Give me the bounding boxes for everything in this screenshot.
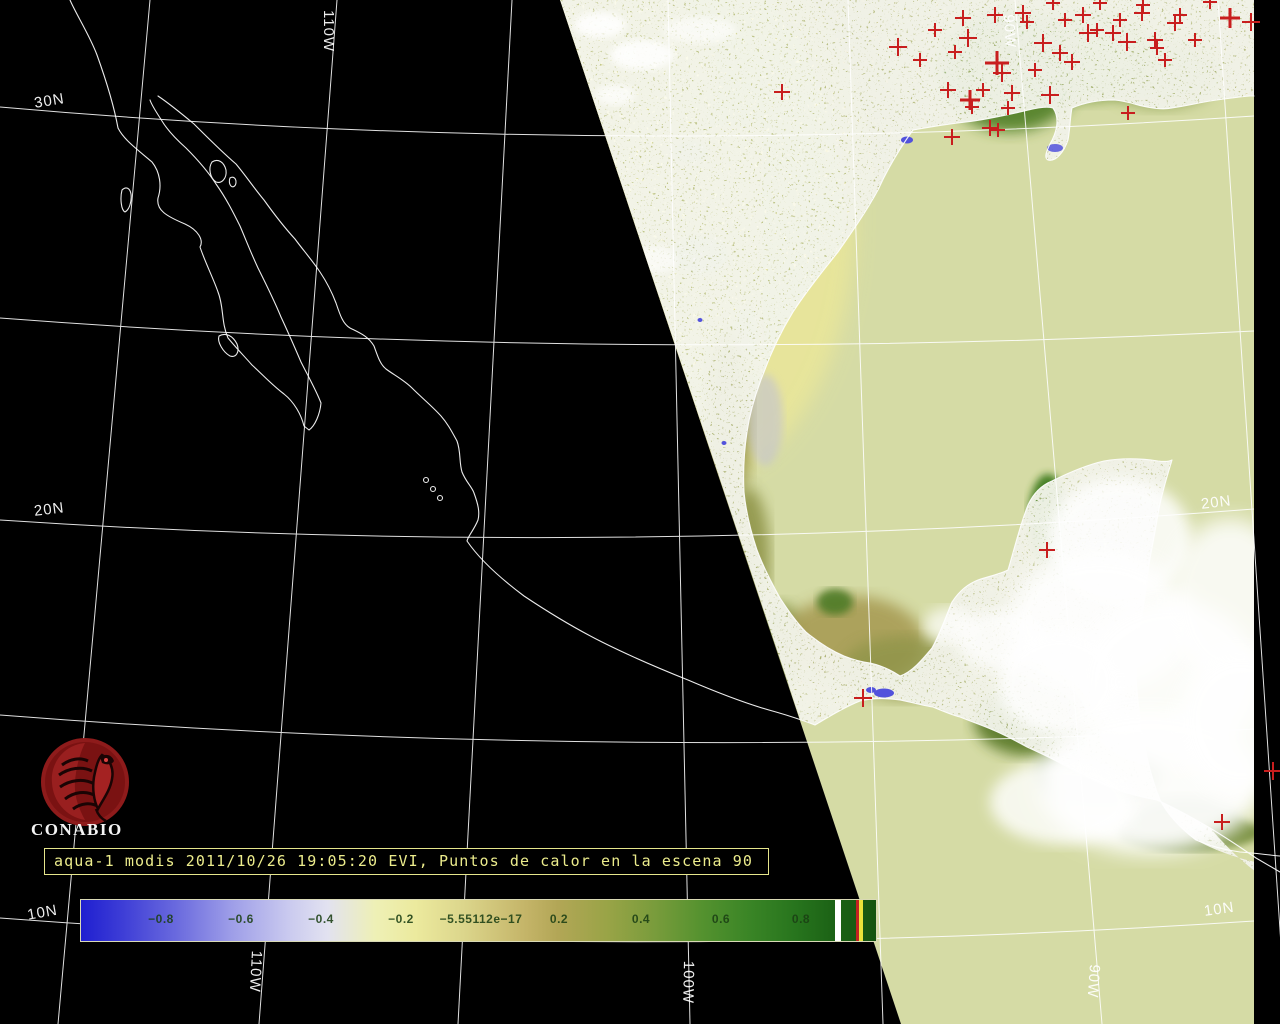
cloud-layer (574, 12, 1254, 854)
fire-point (1118, 33, 1136, 51)
fire-point (1052, 45, 1068, 61)
fire-point (1105, 25, 1121, 41)
coast-us-gulf (912, 95, 1255, 161)
fire-point (1136, 0, 1150, 12)
fire-point (944, 129, 960, 145)
meridian-90W (1014, 0, 1103, 1024)
fire-point (1242, 13, 1260, 31)
fire-point (1113, 13, 1127, 27)
fire-point (1020, 15, 1034, 29)
fire-point (889, 38, 907, 56)
island-tiburon (209, 159, 227, 183)
coastline-layer (69, 0, 1280, 873)
fire-point (1015, 5, 1031, 21)
fire-point (1173, 8, 1187, 22)
fire-point (965, 100, 979, 114)
lagoon-layer (697, 136, 1063, 698)
fire-point (1001, 101, 1015, 115)
caption-bar: aqua-1 modis 2011/10/26 19:05:20 EVI, Pu… (44, 848, 769, 875)
fire-point (1004, 85, 1020, 101)
graticule-label: 90W (1000, 14, 1019, 49)
fire-point (985, 51, 1009, 75)
green-patch (817, 589, 853, 615)
fire-point (1028, 63, 1042, 77)
fire-point (959, 29, 977, 47)
fire-point (940, 82, 956, 98)
island-small-gulf (228, 176, 237, 188)
colorbar-tick-label: −0.6 (228, 912, 254, 926)
fire-point (1046, 0, 1060, 10)
colorbar-tick-label: −5.55112e−17 (439, 912, 523, 926)
fire-point (982, 120, 998, 136)
conabio-logo-icon (40, 737, 132, 841)
fire-point (1034, 34, 1052, 52)
island-cedros (120, 187, 132, 213)
meridian-85W (1217, 0, 1280, 938)
fire-point (1121, 106, 1135, 120)
coast-baja-west (69, 0, 322, 431)
colorbar-tick-label: 0.6 (711, 912, 731, 926)
fire-point (1214, 814, 1230, 830)
fire-point (1150, 41, 1164, 55)
evi-colorbar: −0.8 −0.6 −0.4 −0.2 −5.55112e−17 0.2 0.4 0.6 0.8 (80, 899, 877, 942)
fire-point (993, 64, 1011, 82)
fire-point (1079, 24, 1097, 42)
island-marias-2 (429, 485, 437, 493)
graticule-label: 90W (1083, 963, 1103, 999)
fire-point (854, 689, 872, 707)
latitude-20N (0, 508, 1255, 539)
fire-point (913, 53, 927, 67)
colorbar-stripe (856, 900, 859, 941)
coast-gulf-yucatan (743, 129, 1280, 857)
fire-point (955, 10, 971, 26)
conabio-logo-text: CONABIO (31, 820, 123, 839)
fire-point (1039, 542, 1055, 558)
colorbar-tick-label: −0.2 (388, 912, 414, 926)
latitude-30N (0, 106, 1255, 137)
satellite-swath (560, 0, 1254, 1024)
graticule-label: 110W (320, 10, 337, 53)
fire-point (991, 123, 1005, 137)
fire-point (976, 83, 990, 97)
fire-point (1188, 33, 1202, 47)
fire-point (1093, 0, 1107, 10)
fire-point (774, 84, 790, 100)
graticule-label: 110W (245, 950, 265, 994)
caption-text: aqua-1 modis 2011/10/26 19:05:20 EVI, Pu… (54, 852, 754, 870)
fire-point (1220, 8, 1240, 28)
fire-point (1264, 762, 1280, 780)
meridian-95W (847, 0, 884, 1024)
colorbar-stripe (859, 900, 863, 941)
fire-point (1090, 23, 1104, 37)
fire-point (1058, 13, 1072, 27)
fire-point (1064, 54, 1080, 70)
fire-point (1147, 32, 1163, 48)
colorbar-tick-label: 0.4 (631, 912, 651, 926)
fire-point (1041, 86, 1059, 104)
colorbar-tick-label: 0.8 (791, 912, 811, 926)
fire-point (948, 45, 962, 59)
island-magdalena (218, 333, 239, 357)
latitude-15N (0, 714, 1255, 744)
fire-point (987, 7, 1003, 23)
colorbar-stripe (835, 900, 841, 941)
fire-point (1167, 15, 1183, 31)
haze-patch (747, 374, 783, 466)
coast-mainland-pacific (157, 95, 1280, 873)
island-marias-3 (436, 494, 444, 502)
fire-point (928, 23, 942, 37)
graticule-label: 100W (679, 960, 697, 1005)
fire-point (1075, 7, 1091, 23)
fire-points-layer (774, 0, 1280, 830)
colorbar-tick-label: −0.8 (148, 912, 174, 926)
latitude-25N (0, 317, 1255, 346)
colorbar-tick-label: 0.2 (549, 912, 569, 926)
colorbar-tick-label: −0.4 (308, 912, 334, 926)
fire-point (1158, 53, 1172, 67)
fire-point (1203, 0, 1217, 9)
island-marias-1 (422, 476, 430, 484)
